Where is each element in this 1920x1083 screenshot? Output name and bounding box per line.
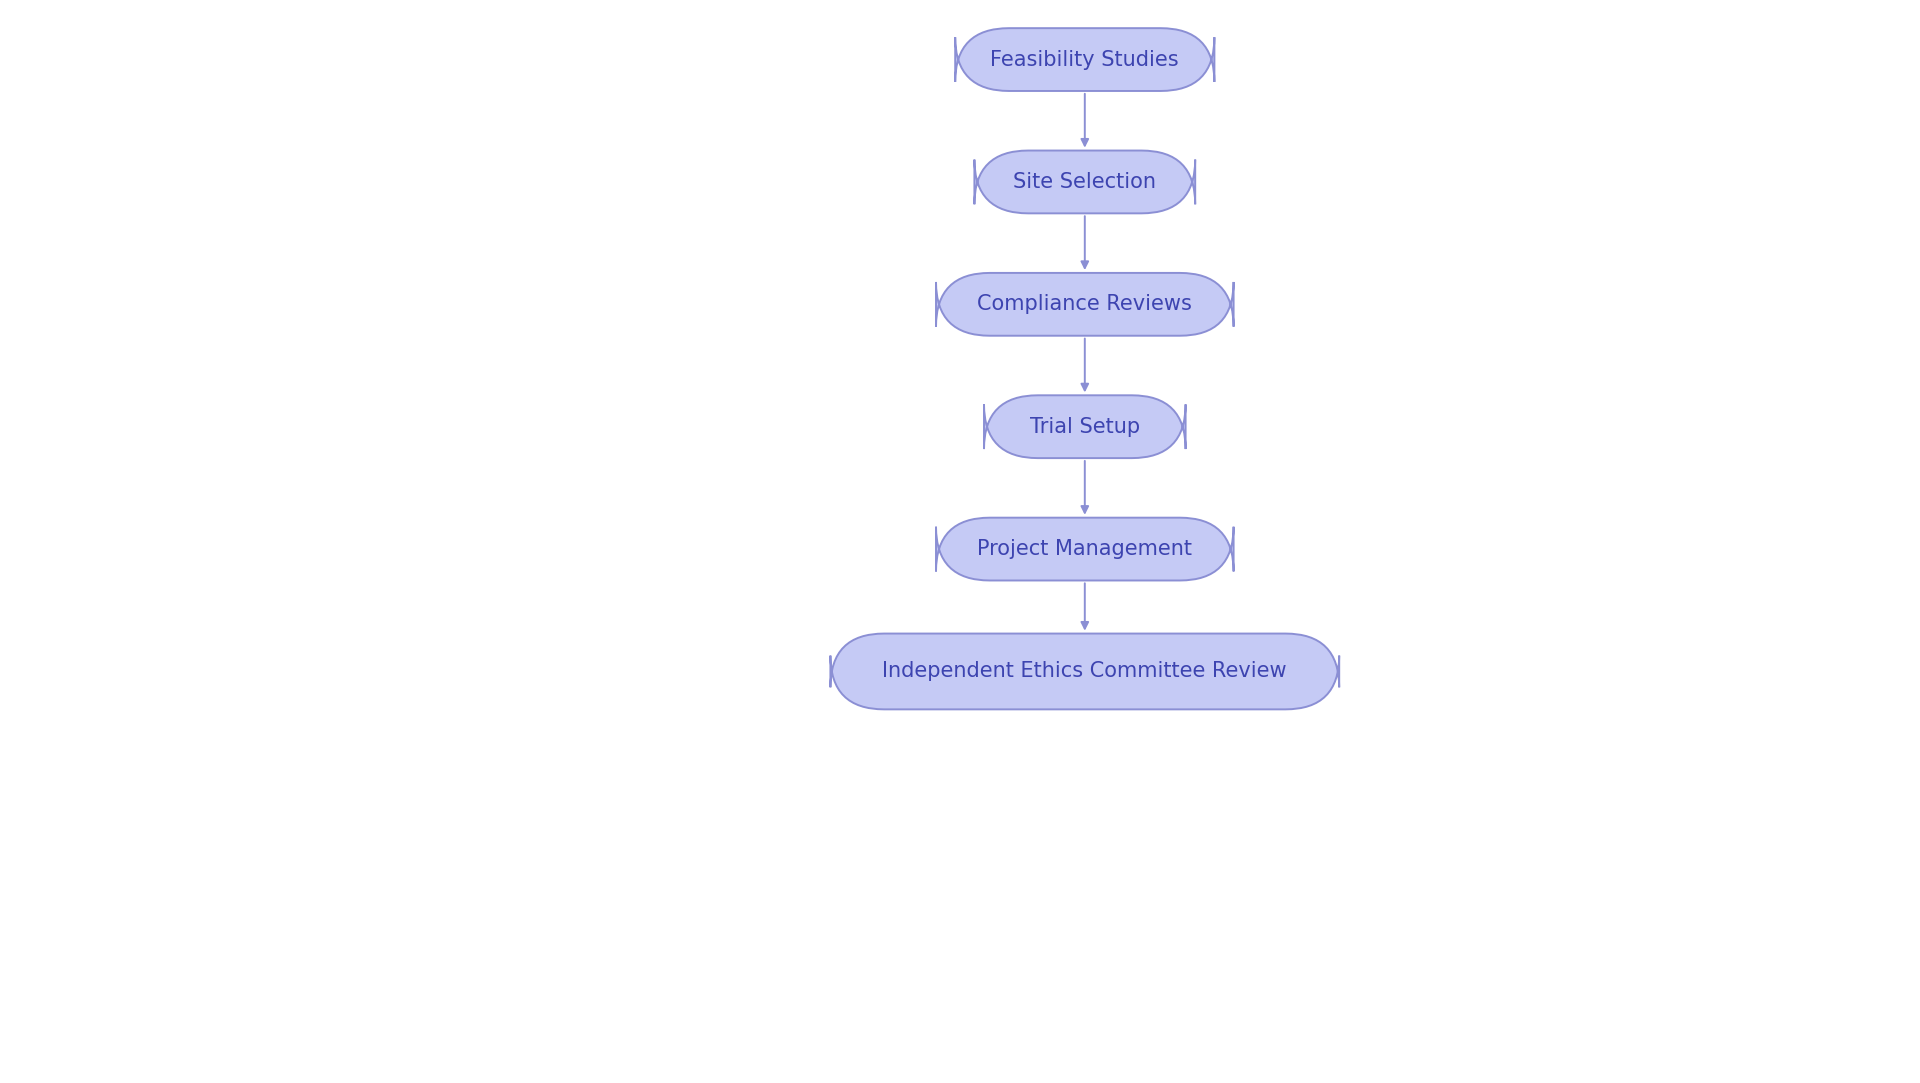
Text: Site Selection: Site Selection [1014,172,1156,192]
Text: Trial Setup: Trial Setup [1029,417,1140,436]
FancyBboxPatch shape [937,273,1233,336]
FancyBboxPatch shape [973,151,1194,213]
Text: Compliance Reviews: Compliance Reviews [977,295,1192,314]
FancyBboxPatch shape [829,634,1340,709]
FancyBboxPatch shape [954,28,1215,91]
Text: Independent Ethics Committee Review: Independent Ethics Committee Review [883,662,1286,681]
Text: Feasibility Studies: Feasibility Studies [991,50,1179,69]
FancyBboxPatch shape [983,395,1185,458]
Text: Project Management: Project Management [977,539,1192,559]
FancyBboxPatch shape [937,518,1233,580]
